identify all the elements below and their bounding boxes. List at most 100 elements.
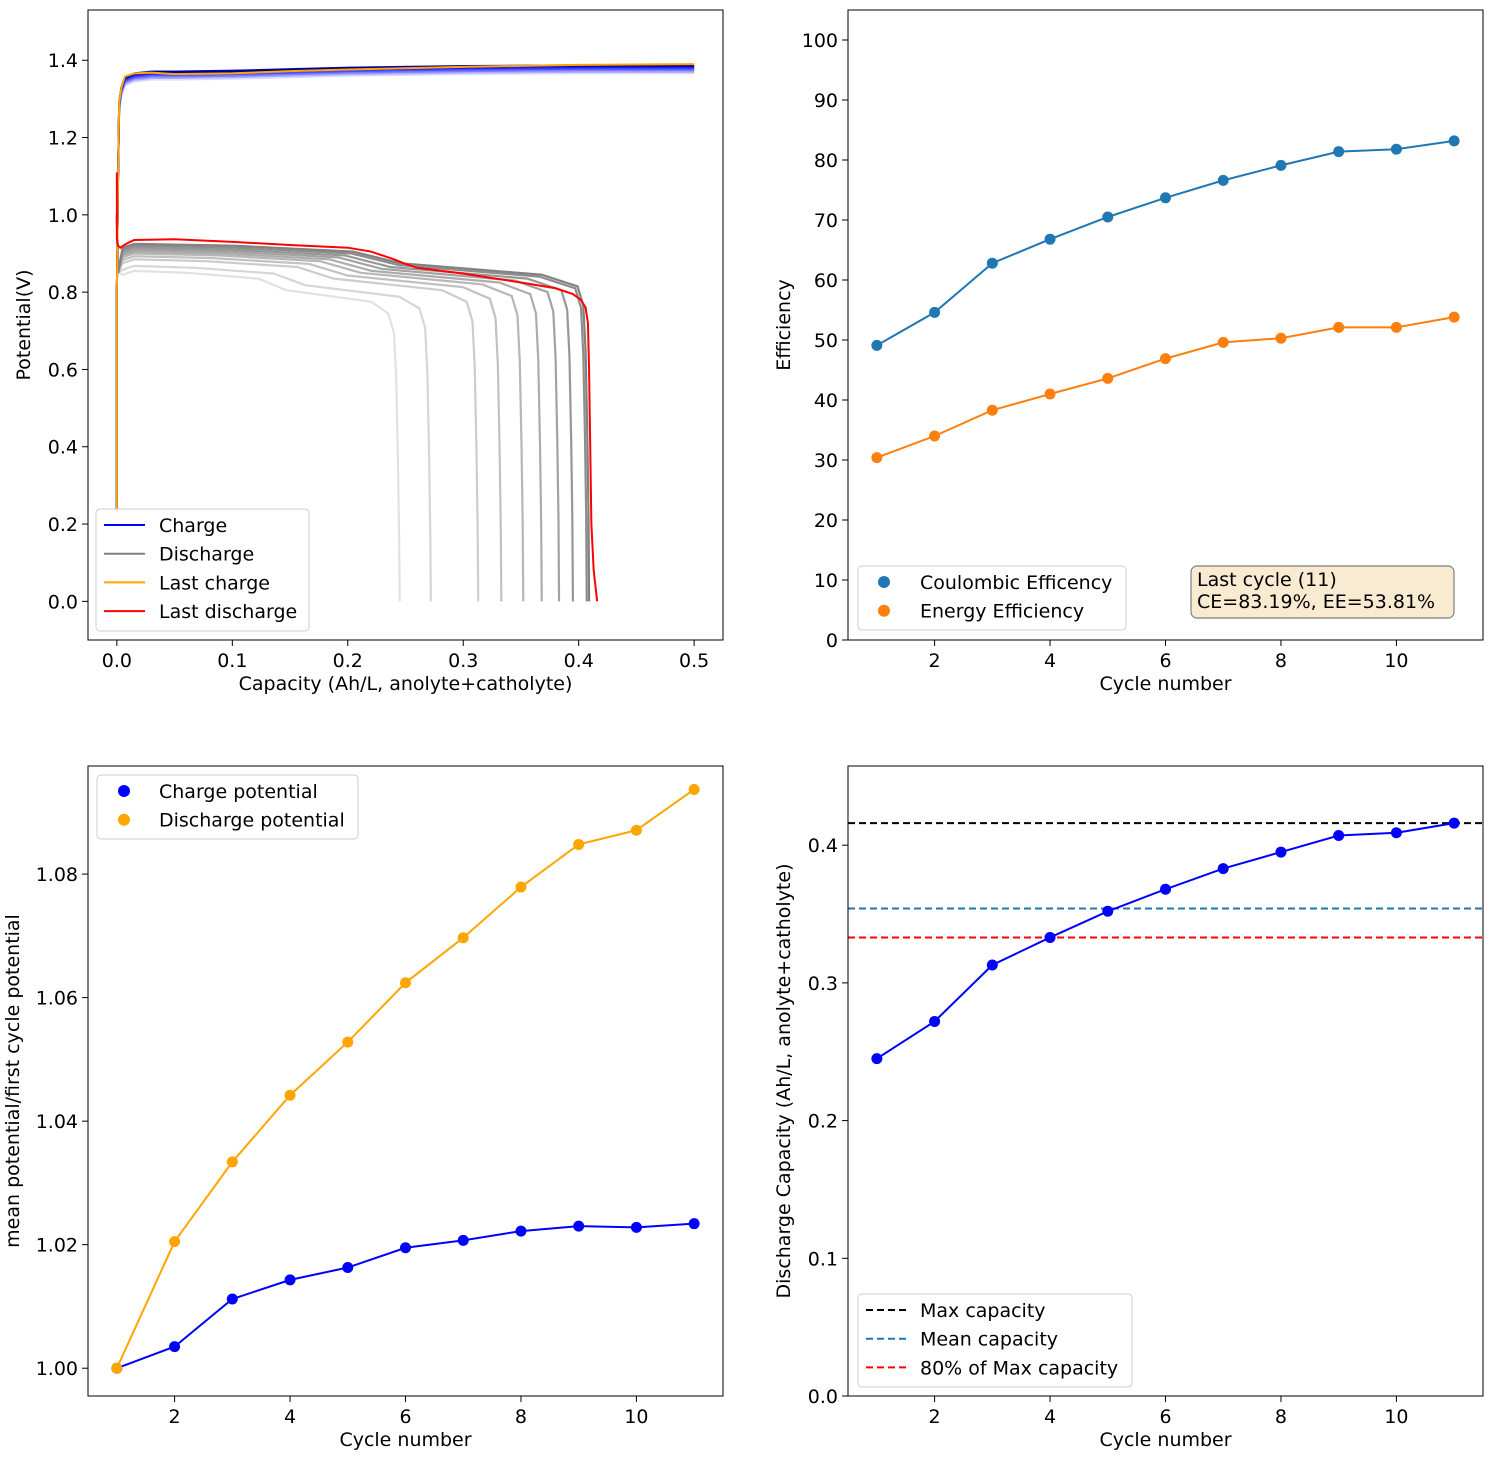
legend-marker — [118, 813, 130, 826]
discharge-curve-cycle-5 — [115, 214, 525, 602]
x-tick-label: 0.1 — [217, 650, 247, 672]
legend-label: 80% of Max capacity — [920, 1357, 1118, 1379]
legend-frame — [95, 508, 310, 632]
data-point-series-1-cycle-8 — [1275, 159, 1287, 171]
y-tick-label: 1.2 — [48, 128, 78, 150]
legend-marker — [878, 604, 890, 617]
y-tick-label: 20 — [814, 510, 838, 532]
legend: Charge potential Discharge potential — [96, 774, 359, 840]
y-tick-label: 1.04 — [36, 1111, 78, 1133]
annotation-frame — [1190, 565, 1455, 619]
data-point-series-1-cycle-1 — [871, 339, 883, 351]
y-tick-label: 60 — [814, 270, 838, 292]
legend-marker — [118, 785, 130, 797]
y-axis-label: Efficiency — [773, 279, 795, 371]
x-tick-label: 0.5 — [679, 650, 709, 672]
x-tick-label: 8 — [1275, 650, 1287, 672]
data-point-series-2-cycle-7 — [1217, 336, 1229, 348]
data-point-series-1-cycle-5 — [1102, 905, 1114, 917]
data-point-series-2-cycle-2 — [169, 1236, 181, 1248]
data-point-series-2-cycle-4 — [1044, 388, 1056, 400]
data-point-series-1-cycle-7 — [1217, 174, 1229, 186]
y-tick-label: 1.08 — [36, 864, 78, 886]
data-point-series-2-cycle-3 — [986, 404, 998, 416]
potential-ratio-chart: 2 4 6 8 10 1.00 1.02 1.04 1.06 1.08 Cycle number me… — [2, 765, 724, 1451]
y-tick-label: 0.6 — [48, 359, 78, 381]
legend-label: Discharge — [159, 544, 254, 566]
data-point-series-1-cycle-11 — [1448, 135, 1460, 147]
data-point-series-2-cycle-6 — [1160, 353, 1171, 365]
data-point-series-1-cycle-11 — [1448, 817, 1460, 829]
plot-area — [115, 63, 695, 602]
legend-label: Max capacity — [920, 1300, 1046, 1322]
annotation-box: Last cycle (11) CE=83.19%, EE=53.81% — [1190, 565, 1455, 619]
data-point-series-1-cycle-10 — [630, 1221, 642, 1233]
data-point-series-1-cycle-10 — [1390, 143, 1402, 155]
legend-label: Mean capacity — [920, 1329, 1058, 1351]
x-axis-label: Cycle number — [1099, 1429, 1231, 1451]
data-point-series-2-cycle-10 — [1390, 321, 1402, 333]
y-tick-label: 100 — [802, 30, 838, 52]
y-tick-label: 1.00 — [36, 1358, 78, 1380]
legend-frame — [857, 1293, 1133, 1388]
data-point-series-1-cycle-8 — [1275, 846, 1287, 858]
data-point-series-1-cycle-4 — [1044, 931, 1056, 943]
y-tick-label: 1.06 — [36, 988, 78, 1010]
data-point-series-2-cycle-9 — [1333, 321, 1345, 333]
data-point-series-2-cycle-7 — [457, 932, 469, 944]
data-point-series-2-cycle-6 — [400, 977, 411, 989]
discharge-curve-cycle-3 — [115, 214, 480, 602]
y-tick-label: 0.2 — [808, 1111, 838, 1133]
discharge-curve-cycle-9 — [115, 214, 588, 602]
y-tick-label: 10 — [814, 570, 838, 592]
y-tick-label: 0.1 — [808, 1248, 838, 1270]
discharge-curve-cycle-4 — [115, 214, 503, 602]
plot-area — [848, 817, 1483, 1065]
data-point-series-1-cycle-8 — [515, 1225, 527, 1237]
y-axis-label: Potential(V) — [13, 269, 35, 380]
data-point-series-1-cycle-5 — [342, 1262, 354, 1274]
plot-area — [871, 135, 1460, 464]
plot-frame — [847, 9, 1484, 641]
x-tick-label: 6 — [1159, 650, 1171, 672]
legend-label: Last discharge — [159, 601, 297, 623]
data-point-series-2-cycle-10 — [630, 824, 642, 836]
discharge-curve-cycle-7 — [115, 214, 561, 602]
data-point-series-1-cycle-2 — [929, 1015, 941, 1027]
data-point-series-2-cycle-1 — [111, 1362, 123, 1374]
data-point-series-2-cycle-11 — [1448, 311, 1460, 323]
x-axis-label: Capacity (Ah/L, anolyte+catholyte) — [239, 673, 573, 695]
x-axis-label: Cycle number — [339, 1429, 471, 1451]
y-tick-label: 50 — [814, 330, 838, 352]
x-tick-label: 4 — [1044, 650, 1056, 672]
data-point-series-1-cycle-3 — [986, 959, 998, 971]
x-tick-label: 2 — [169, 1406, 181, 1428]
annotation-line-1: Last cycle (11) — [1197, 569, 1337, 591]
legend: Charge Discharge Last charge Last discharge — [95, 508, 310, 632]
legend: Coulombic Efficency Energy Efficiency — [857, 565, 1127, 631]
y-tick-label: 0 — [826, 630, 838, 652]
data-point-series-1-cycle-7 — [1217, 863, 1229, 875]
plot-frame — [87, 9, 724, 641]
x-tick-label: 0.4 — [564, 650, 594, 672]
last-charge-curve — [115, 63, 695, 513]
data-point-series-1-cycle-2 — [169, 1341, 181, 1353]
data-point-series-1-cycle-10 — [1390, 827, 1402, 839]
legend-frame — [96, 774, 359, 840]
y-axis-label: Discharge Capacity (Ah/L, anolyte+cathol… — [773, 864, 795, 1299]
y-tick-label: 80 — [814, 150, 838, 172]
data-point-series-2-cycle-4 — [284, 1089, 296, 1101]
data-point-series-2-cycle-8 — [515, 881, 527, 893]
y-tick-label: 1.4 — [48, 50, 78, 72]
x-tick-label: 4 — [284, 1406, 296, 1428]
x-tick-label: 2 — [929, 650, 941, 672]
y-tick-label: 40 — [814, 390, 838, 412]
legend-label: Coulombic Efficency — [920, 572, 1112, 594]
legend-label: Charge potential — [159, 781, 318, 803]
data-point-series-2-cycle-3 — [226, 1156, 238, 1168]
x-tick-label: 0.3 — [448, 650, 478, 672]
x-tick-label: 8 — [1275, 1406, 1287, 1428]
legend-marker — [878, 576, 890, 588]
voltage-profile-chart: 0.0 0.1 0.2 0.3 0.4 0.5 0.0 0.2 0.4 0.6 0.8 1.0 1.2 1… — [13, 9, 724, 695]
